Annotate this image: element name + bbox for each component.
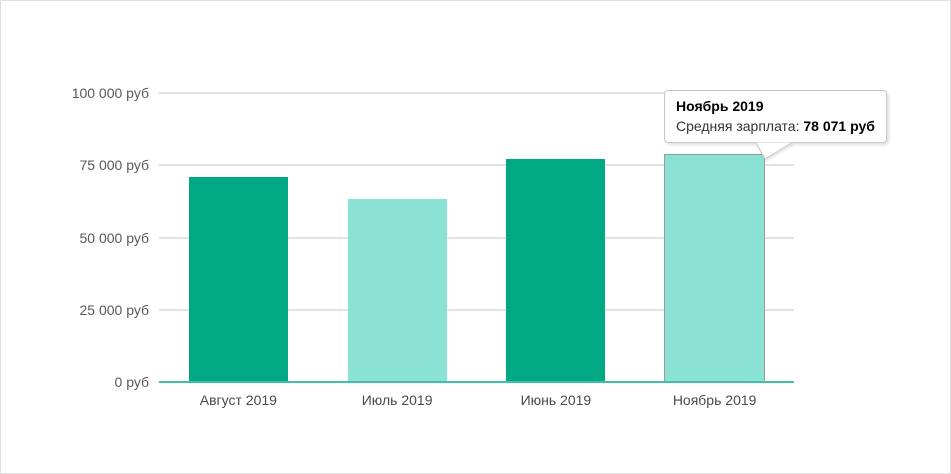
gridline (159, 92, 794, 94)
tooltip-tail-icon (755, 142, 793, 160)
x-axis-line (159, 381, 794, 383)
x-axis-category-label: Ноябрь 2019 (672, 392, 757, 408)
bar-1[interactable] (188, 177, 288, 382)
plot-area (159, 92, 794, 383)
y-axis-tick-label: 0 руб (114, 374, 149, 390)
gridline (159, 308, 794, 311)
tooltip-value: 78 071 руб (803, 118, 875, 134)
gridline (159, 164, 794, 167)
y-axis-tick-label: 100 000 руб (71, 85, 149, 101)
tooltip-label: Средняя зарплата: (676, 118, 804, 134)
y-axis-tick-label: 75 000 руб (79, 157, 149, 174)
bar-2[interactable] (347, 199, 447, 382)
x-axis-category-label: Июль 2019 (361, 392, 433, 408)
x-axis-category-label: Июнь 2019 (520, 392, 592, 408)
x-axis-category-label: Август 2019 (199, 392, 277, 408)
bar-4[interactable] (664, 154, 766, 382)
tooltip-title: Ноябрь 2019 (676, 98, 764, 114)
tooltip: Ноябрь 2019 Средняя зарплата: 78 071 руб (664, 90, 887, 143)
y-axis-tick-label: 25 000 руб (79, 301, 149, 318)
gridline (159, 236, 794, 239)
y-axis-tick-label: 50 000 руб (79, 229, 149, 246)
bar-3[interactable] (506, 159, 606, 382)
tooltip-text: Средняя зарплата: 78 071 руб (676, 116, 875, 136)
